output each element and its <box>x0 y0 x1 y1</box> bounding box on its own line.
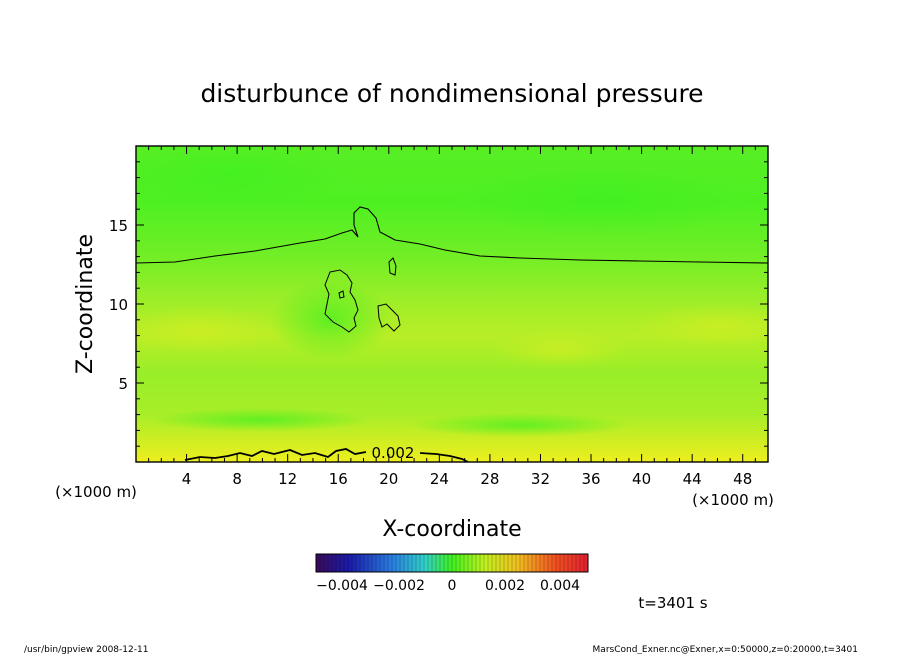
y-tick-label: 10 <box>109 296 128 314</box>
x-tick-label: 4 <box>182 470 192 488</box>
y-tick-label: 5 <box>118 375 128 393</box>
contour-blob-right <box>377 303 401 332</box>
x-tick-label: 28 <box>480 470 499 488</box>
colorbar-tick-label: −0.004 <box>316 578 368 594</box>
contour-line-lower <box>184 448 469 462</box>
colorbar-tick-label: −0.002 <box>373 578 425 594</box>
colorbar-tick-label: 0.004 <box>540 578 580 594</box>
x-tick-label: 12 <box>278 470 297 488</box>
colorbar <box>315 553 589 573</box>
footer-right: MarsCond_Exner.nc@Exner,x=0:50000,z=0:20… <box>593 645 858 654</box>
x-tick-label: 32 <box>531 470 550 488</box>
x-tick-label: 8 <box>232 470 242 488</box>
x-tick-label: 36 <box>581 470 600 488</box>
contour-blob-left <box>324 269 359 333</box>
y-axis: 5 10 15 <box>109 161 768 447</box>
contour-label: 0.002 <box>372 444 415 462</box>
chart-title: disturbunce of nondimensional pressure <box>200 79 703 108</box>
contour-line-upper <box>136 206 768 264</box>
contour-blob-tiny <box>338 290 345 299</box>
x-tick-label: 48 <box>733 470 752 488</box>
y-axis-label: Z-coordinate <box>73 234 98 374</box>
x-axis: 4 8 12 16 20 24 28 32 36 40 44 48 <box>148 146 756 488</box>
y-tick-label: 15 <box>109 217 128 235</box>
x-tick-label: 44 <box>683 470 702 488</box>
colorbar-labels: −0.004 −0.002 0 0.002 0.004 <box>316 578 580 594</box>
time-label: t=3401 s <box>638 594 707 612</box>
footer-left: /usr/bin/gpview 2008-12-11 <box>24 645 148 654</box>
colorbar-tick-label: 0.002 <box>485 578 525 594</box>
contour-blob-small <box>388 257 397 276</box>
x-tick-label: 16 <box>329 470 348 488</box>
plot-field: 0.002 <box>136 146 768 462</box>
x-tick-label: 24 <box>430 470 449 488</box>
x-axis-label: X-coordinate <box>382 517 521 542</box>
x-axis-unit-right: (×1000 m) <box>692 491 774 509</box>
x-tick-label: 40 <box>632 470 651 488</box>
x-axis-unit-left: (×1000 m) <box>55 483 137 501</box>
x-tick-label: 20 <box>379 470 398 488</box>
colorbar-tick-label: 0 <box>448 578 457 594</box>
